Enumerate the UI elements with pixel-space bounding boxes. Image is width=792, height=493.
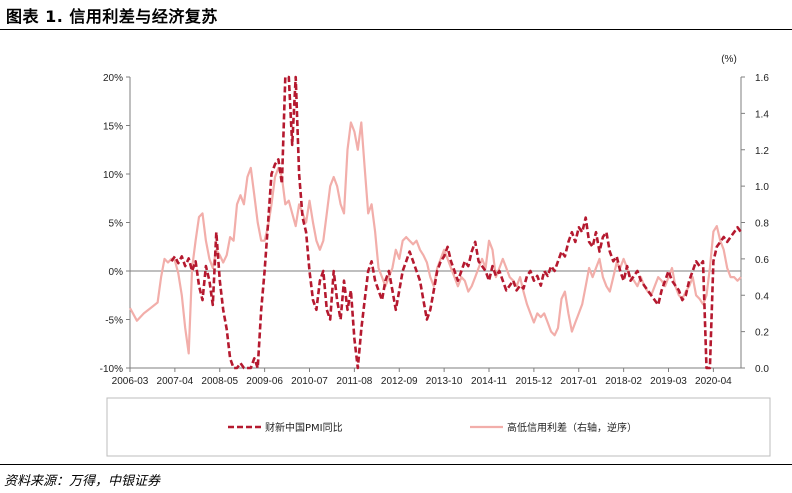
title-rule	[0, 29, 792, 30]
series-pmi	[170, 75, 743, 370]
y-left-ticks: -10% -5% 0% 5% 10% 15% 20%	[100, 73, 130, 375]
y-right-tick-label: 0.6	[755, 255, 769, 266]
y2-axis-label: (%)	[721, 54, 737, 65]
x-tick-label: 2013-10	[426, 376, 463, 387]
x-tick-label: 2015-12	[516, 376, 553, 387]
x-tick-label: 2006-03	[112, 376, 149, 387]
x-tick-label: 2017-01	[560, 376, 597, 387]
pmi-line	[170, 75, 743, 370]
x-tick-label: 2012-09	[381, 376, 418, 387]
x-ticks: 2006-03 2007-04 2008-05 2009-06 2010-07 2011-…	[112, 368, 732, 387]
legend-box	[106, 397, 771, 457]
x-tick-label: 2011-08	[336, 376, 372, 387]
y-left-tick-label: -10%	[100, 364, 123, 375]
y-right-tick-label: 1.2	[755, 146, 769, 157]
x-tick-label: 2007-04	[157, 376, 194, 387]
y-right-tick-label: 0.0	[755, 364, 769, 375]
chart-axes	[129, 77, 742, 369]
y-left-tick-label: 0%	[109, 267, 124, 278]
source-note: 资料来源：万得，中银证券	[4, 474, 161, 489]
x-tick-label: 2008-05	[201, 376, 238, 387]
y-right-tick-label: 1.6	[755, 73, 769, 84]
x-tick-label: 2010-07	[291, 376, 328, 387]
series-spread	[129, 121, 742, 355]
y-right-ticks: 0.0 0.2 0.4 0.6 0.8 1.0 1.2 1.4 1.6	[741, 73, 769, 375]
y-left-tick-label: 20%	[103, 73, 123, 84]
x-tick-label: 2014-11	[471, 376, 507, 387]
x-tick-label: 2009-06	[246, 376, 283, 387]
y-left-tick-label: 10%	[103, 170, 123, 181]
y-left-tick-label: 5%	[109, 219, 124, 230]
legend: 财新中国PMI同比 高低信用利差（右轴，逆序）	[228, 421, 637, 434]
x-tick-label: 2020-04	[695, 376, 732, 387]
y-right-tick-label: 1.4	[755, 109, 769, 120]
chart: -10% -5% 0% 5% 10% 15% 20% 0.0 0.2 0.4 0.6 0.8 1.0 1…	[100, 54, 771, 457]
x-tick-label: 2019-03	[650, 376, 687, 387]
y-right-tick-label: 0.8	[755, 219, 769, 230]
legend-label: 财新中国PMI同比	[265, 421, 343, 434]
spread-line	[129, 121, 742, 355]
figure-title: 图表 1. 信用利差与经济复苏	[6, 7, 218, 26]
y-right-tick-label: 1.0	[755, 182, 769, 193]
x-tick-label: 2018-02	[605, 376, 642, 387]
y-right-tick-label: 0.2	[755, 328, 769, 339]
y-left-tick-label: 15%	[103, 122, 123, 133]
y-left-tick-label: -5%	[105, 316, 123, 327]
source-rule	[0, 464, 792, 465]
y-right-tick-label: 0.4	[755, 291, 769, 302]
legend-label: 高低信用利差（右轴，逆序）	[507, 421, 637, 434]
